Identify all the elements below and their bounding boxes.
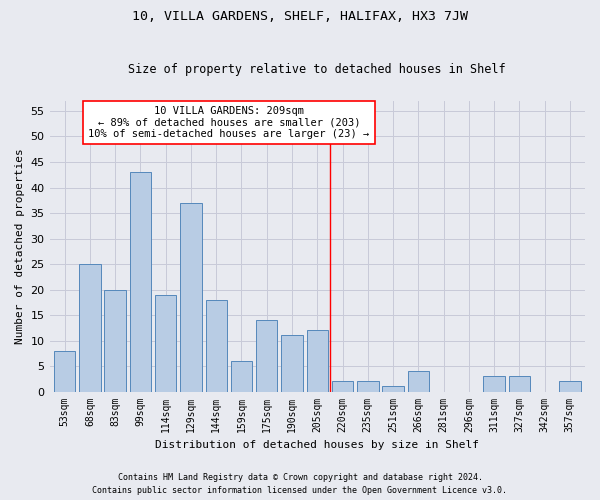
Bar bbox=[484, 376, 505, 392]
Text: 10 VILLA GARDENS: 209sqm
← 89% of detached houses are smaller (203)
10% of semi-: 10 VILLA GARDENS: 209sqm ← 89% of detach… bbox=[88, 106, 370, 139]
Bar bbox=[206, 300, 227, 392]
Bar bbox=[509, 376, 530, 392]
Bar bbox=[79, 264, 101, 392]
Bar bbox=[155, 294, 176, 392]
Bar bbox=[281, 336, 303, 392]
Bar bbox=[357, 382, 379, 392]
Y-axis label: Number of detached properties: Number of detached properties bbox=[15, 148, 25, 344]
Bar bbox=[382, 386, 404, 392]
Bar bbox=[54, 350, 76, 392]
Bar bbox=[307, 330, 328, 392]
Text: Contains HM Land Registry data © Crown copyright and database right 2024.
Contai: Contains HM Land Registry data © Crown c… bbox=[92, 474, 508, 495]
Bar bbox=[231, 361, 252, 392]
Bar bbox=[104, 290, 126, 392]
X-axis label: Distribution of detached houses by size in Shelf: Distribution of detached houses by size … bbox=[155, 440, 479, 450]
Title: Size of property relative to detached houses in Shelf: Size of property relative to detached ho… bbox=[128, 63, 506, 76]
Bar bbox=[256, 320, 277, 392]
Bar bbox=[559, 382, 581, 392]
Text: 10, VILLA GARDENS, SHELF, HALIFAX, HX3 7JW: 10, VILLA GARDENS, SHELF, HALIFAX, HX3 7… bbox=[132, 10, 468, 23]
Bar bbox=[332, 382, 353, 392]
Bar bbox=[130, 172, 151, 392]
Bar bbox=[407, 371, 429, 392]
Bar bbox=[180, 203, 202, 392]
